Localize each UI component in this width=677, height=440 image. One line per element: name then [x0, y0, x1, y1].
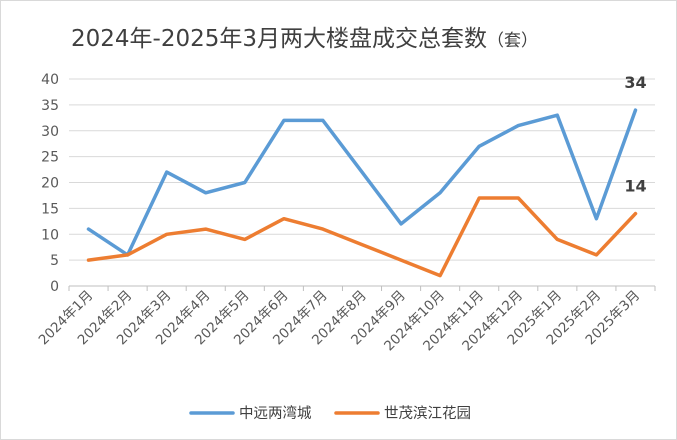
chart-title-unit: （套）: [487, 31, 538, 51]
series-line-1: [86, 108, 638, 257]
legend-label-2: 世茂滨江花园: [384, 405, 471, 422]
y-tick-label: 10: [41, 227, 59, 243]
y-tick-label: 40: [41, 72, 59, 88]
legend-label-1: 中远两湾城: [239, 405, 312, 422]
chart-title-text: 2024年-2025年3月两大楼盘成交总套数: [71, 26, 487, 52]
data-label: 14: [624, 177, 646, 196]
y-tick-label: 0: [50, 279, 59, 295]
y-tick-label: 20: [41, 176, 59, 192]
y-tick-label: 25: [41, 150, 59, 166]
y-tick-label: 35: [41, 98, 59, 114]
y-tick-label: 5: [50, 253, 59, 269]
chart-title: 2024年-2025年3月两大楼盘成交总套数（套）: [71, 19, 538, 53]
y-tick-label: 15: [41, 201, 59, 217]
series-line-2: [86, 196, 638, 278]
y-tick-label: 30: [41, 124, 59, 140]
data-label: 34: [624, 73, 646, 92]
